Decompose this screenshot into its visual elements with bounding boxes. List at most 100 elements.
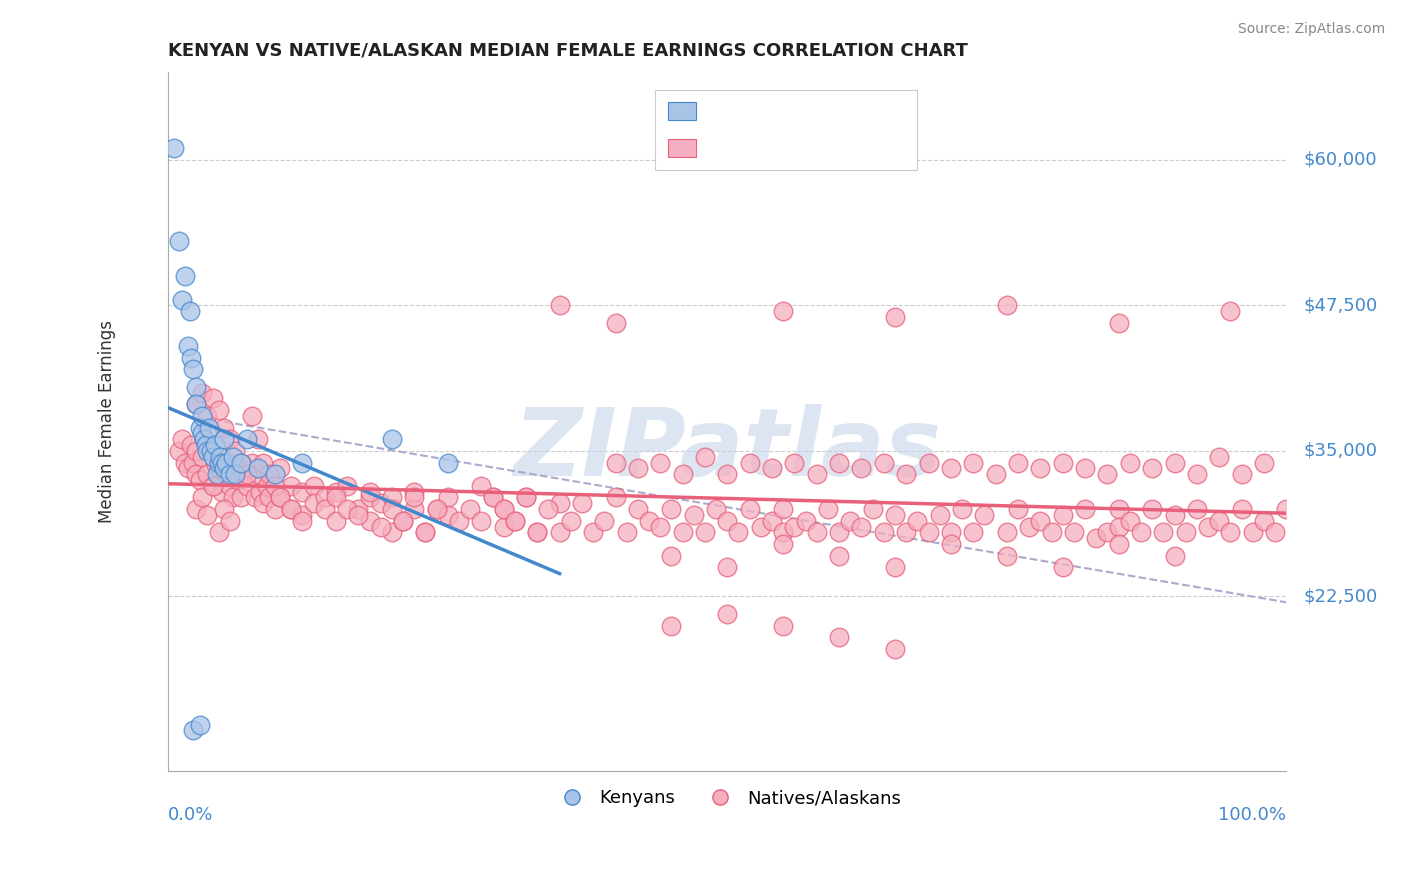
- Point: [503, 514, 526, 528]
- Text: N =: N =: [803, 102, 842, 120]
- Point: [186, 502, 208, 516]
- Point: [170, 293, 193, 307]
- FancyBboxPatch shape: [668, 139, 696, 157]
- Point: [202, 450, 225, 464]
- Point: [896, 467, 918, 482]
- Point: [548, 496, 571, 510]
- Point: [661, 502, 683, 516]
- Point: [359, 484, 381, 499]
- Text: ZIPatlas: ZIPatlas: [513, 404, 942, 496]
- Point: [851, 519, 873, 533]
- Point: [1040, 525, 1063, 540]
- Text: 100.0%: 100.0%: [1219, 806, 1286, 824]
- Point: [186, 467, 208, 482]
- Point: [1130, 525, 1153, 540]
- Point: [169, 234, 191, 248]
- Text: $47,500: $47,500: [1303, 296, 1378, 314]
- Point: [1275, 502, 1298, 516]
- Point: [1140, 461, 1163, 475]
- Point: [174, 269, 197, 284]
- Point: [884, 508, 907, 522]
- Point: [188, 473, 211, 487]
- Point: [204, 438, 226, 452]
- Point: [235, 479, 257, 493]
- Point: [1074, 461, 1097, 475]
- Point: [212, 420, 235, 434]
- Point: [605, 316, 627, 330]
- Point: [208, 450, 231, 464]
- Point: [193, 432, 215, 446]
- Point: [761, 514, 783, 528]
- Point: [263, 479, 285, 493]
- Point: [548, 298, 571, 312]
- Point: [218, 479, 240, 493]
- Point: [291, 514, 314, 528]
- Point: [1108, 537, 1130, 551]
- Point: [526, 525, 548, 540]
- Point: [302, 496, 325, 510]
- Point: [917, 456, 939, 470]
- Point: [218, 514, 240, 528]
- Point: [1108, 502, 1130, 516]
- Text: KENYAN VS NATIVE/ALASKAN MEDIAN FEMALE EARNINGS CORRELATION CHART: KENYAN VS NATIVE/ALASKAN MEDIAN FEMALE E…: [169, 42, 969, 60]
- Point: [1018, 519, 1040, 533]
- Point: [806, 525, 828, 540]
- Point: [188, 717, 211, 731]
- Point: [1208, 514, 1230, 528]
- Point: [181, 362, 204, 376]
- Point: [224, 456, 246, 470]
- Point: [211, 456, 233, 470]
- Point: [492, 519, 515, 533]
- Point: [197, 409, 219, 423]
- Point: [392, 514, 415, 528]
- Point: [245, 491, 267, 505]
- Point: [973, 508, 995, 522]
- Point: [470, 514, 492, 528]
- Point: [873, 525, 896, 540]
- Text: Source: ZipAtlas.com: Source: ZipAtlas.com: [1237, 22, 1385, 37]
- Point: [716, 467, 738, 482]
- Point: [269, 491, 291, 505]
- Text: Median Female Earnings: Median Female Earnings: [98, 320, 115, 524]
- Point: [347, 508, 370, 522]
- Point: [1230, 502, 1253, 516]
- Point: [661, 549, 683, 563]
- Point: [200, 443, 222, 458]
- Point: [817, 502, 839, 516]
- Point: [197, 443, 219, 458]
- Point: [212, 461, 235, 475]
- Point: [738, 502, 761, 516]
- Text: R =: R =: [710, 102, 748, 120]
- Point: [470, 479, 492, 493]
- Point: [1119, 514, 1142, 528]
- Point: [193, 432, 215, 446]
- Point: [212, 502, 235, 516]
- Point: [188, 420, 211, 434]
- Point: [202, 479, 225, 493]
- Point: [180, 351, 202, 365]
- Text: 39: 39: [839, 102, 865, 120]
- Point: [325, 491, 347, 505]
- Point: [650, 519, 672, 533]
- Point: [481, 491, 503, 505]
- Point: [839, 514, 862, 528]
- Point: [163, 141, 186, 155]
- Point: [806, 467, 828, 482]
- Point: [436, 456, 458, 470]
- Point: [492, 502, 515, 516]
- Point: [200, 443, 222, 458]
- FancyBboxPatch shape: [655, 90, 917, 170]
- Point: [884, 560, 907, 574]
- Point: [772, 537, 794, 551]
- Point: [928, 508, 950, 522]
- Point: [359, 514, 381, 528]
- Point: [661, 618, 683, 632]
- Point: [1119, 456, 1142, 470]
- Point: [191, 491, 214, 505]
- Point: [370, 496, 392, 510]
- Point: [180, 438, 202, 452]
- Point: [246, 467, 269, 482]
- Point: [392, 514, 415, 528]
- Point: [256, 479, 278, 493]
- Point: [828, 525, 851, 540]
